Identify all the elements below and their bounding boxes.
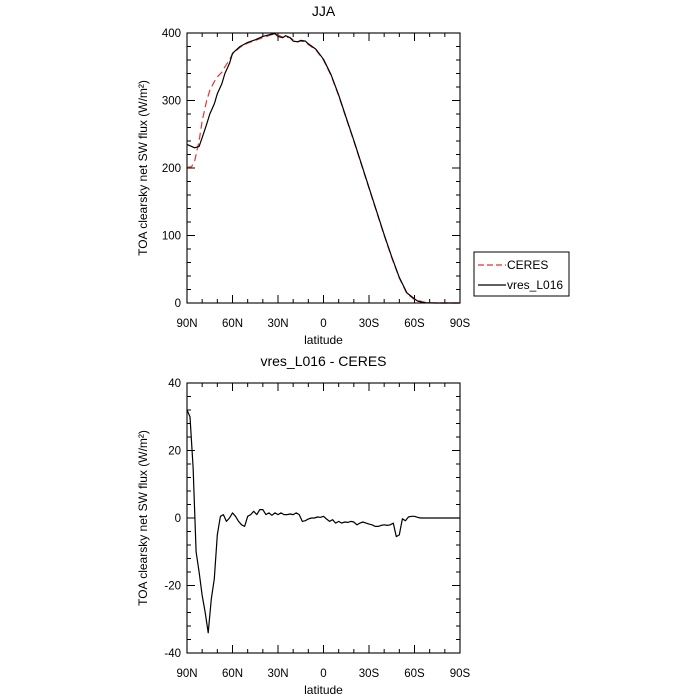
bottom-panel-difference: vres_L016 - CERES 90N 60N 30N 0 30S 60S 90S -40 -… <box>136 353 471 697</box>
x-tick-label: 90N <box>176 668 197 680</box>
x-tick-label: 30S <box>359 668 380 680</box>
x-tick-label: 90N <box>176 318 197 330</box>
x-axis-label: latitude <box>304 333 343 347</box>
y-tick-label: 20 <box>168 446 181 458</box>
x-tick-label: 90S <box>450 668 471 680</box>
y-tick-label: -20 <box>164 581 181 593</box>
x-axis-label: latitude <box>304 683 343 697</box>
legend-box <box>473 251 570 297</box>
y-axis-label: TOA clearsky net SW flux (W/m²) <box>136 80 150 256</box>
x-tick-label: 30N <box>267 318 288 330</box>
series-line-ceres <box>186 33 460 304</box>
legend-label: vres_L016 <box>507 278 563 292</box>
x-tick-label: 0 <box>320 318 326 330</box>
y-tick-label: -40 <box>164 648 181 660</box>
x-tick-label: 30N <box>267 668 288 680</box>
plot-frame <box>186 32 461 304</box>
chart-title: vres_L016 - CERES <box>260 353 386 369</box>
chart-title: JJA <box>312 3 336 19</box>
y-tick-label: 0 <box>175 298 181 310</box>
y-tick-label: 100 <box>162 231 181 243</box>
y-tick-label: 0 <box>175 513 181 525</box>
y-tick-label: 300 <box>162 96 181 108</box>
y-tick-label: 200 <box>162 163 181 175</box>
plot-frame <box>186 382 461 654</box>
y-tick-label: 400 <box>162 28 181 40</box>
x-tick-label: 60N <box>222 668 243 680</box>
top-panel-jja: JJA 90N 60N 30N 0 30S 60S 90S 0 100 200 300 400 latit… <box>136 3 570 347</box>
x-tick-label: 90S <box>450 318 471 330</box>
x-tick-label: 60S <box>404 318 425 330</box>
x-tick-label: 30S <box>359 318 380 330</box>
series-line-vres-l016 <box>186 33 460 304</box>
difference-line <box>186 409 460 634</box>
y-tick-label: 40 <box>168 378 181 390</box>
x-tick-label: 0 <box>320 668 326 680</box>
y-axis-label: TOA clearsky net SW flux (W/m²) <box>136 430 150 606</box>
x-tick-label: 60S <box>404 668 425 680</box>
legend-label: CERES <box>507 258 548 272</box>
x-tick-label: 60N <box>222 318 243 330</box>
